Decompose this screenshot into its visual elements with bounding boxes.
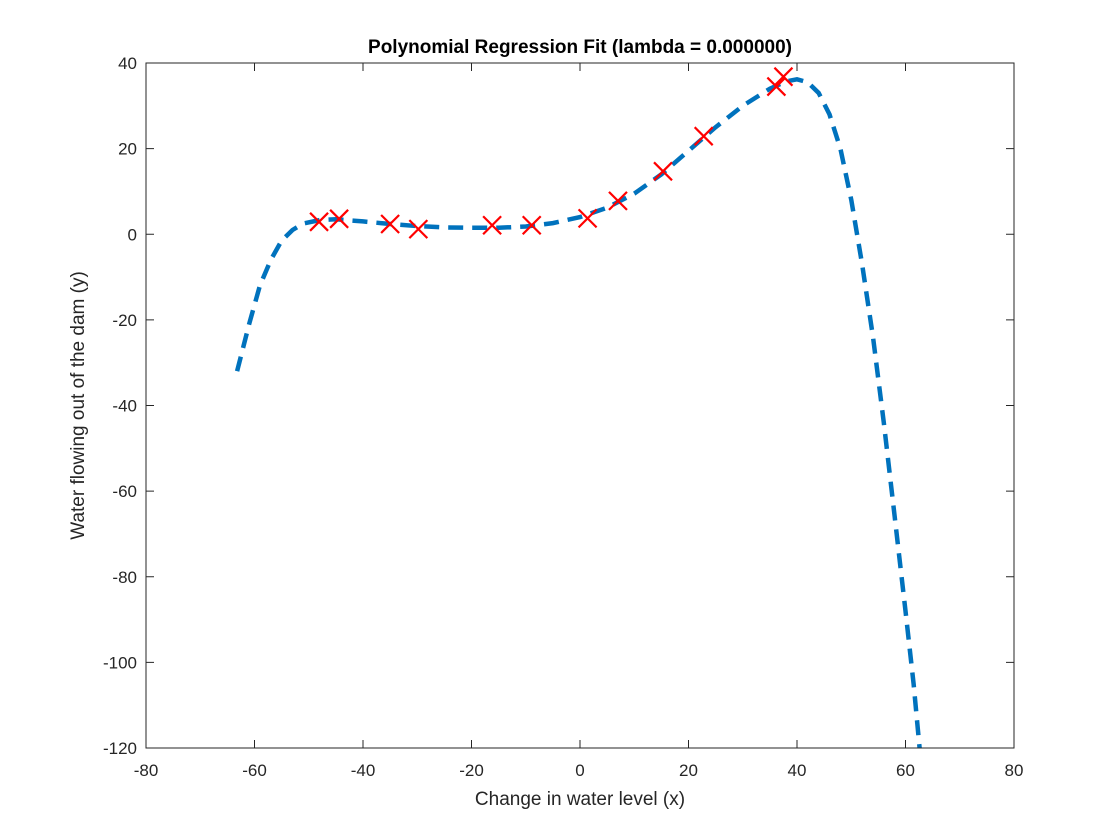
data-point-marker (380, 214, 400, 234)
data-point-marker (766, 76, 787, 97)
x-axis-label: Change in water level (x) (475, 789, 685, 810)
fit-line (234, 76, 922, 749)
data-point-marker (693, 126, 714, 146)
x-tick-label: 80 (1005, 761, 1024, 780)
y-tick-label: 20 (118, 140, 137, 159)
x-tick-label: 20 (679, 761, 698, 780)
x-tick-label: 0 (575, 761, 584, 780)
ticks-layer: -80 -60 -40 -20 0 20 40 60 80 -120 -100 -80 -60 -40 -2… (103, 54, 1023, 780)
data-point-stroke (693, 126, 714, 146)
y-tick-label: -40 (112, 397, 137, 416)
data-point-marker (608, 191, 628, 211)
data-point-stroke (408, 219, 429, 239)
y-tick-label: -80 (112, 568, 137, 587)
y-tick-label: -60 (112, 482, 137, 501)
y-tick-label: 40 (118, 54, 137, 73)
data-point-stroke (773, 66, 794, 87)
data-points-layer (309, 66, 794, 239)
x-tick-label: -20 (459, 761, 484, 780)
data-point-stroke (577, 208, 598, 229)
x-tick-label: 40 (788, 761, 807, 780)
x-tick-label: -80 (134, 761, 159, 780)
data-point-stroke (482, 215, 502, 236)
data-point-stroke (608, 191, 628, 211)
data-point-marker (309, 212, 329, 232)
data-point-stroke (766, 76, 787, 97)
y-tick-label: 0 (128, 225, 137, 244)
data-point-marker (329, 209, 349, 229)
y-axis-label: Water flowing out of the dam (y) (68, 271, 89, 540)
data-point-marker (773, 66, 794, 87)
data-point-stroke (309, 212, 329, 232)
x-tick-label: 60 (896, 761, 915, 780)
y-tick-label: -100 (103, 653, 137, 672)
x-tick-label: -40 (351, 761, 376, 780)
data-point-marker (521, 215, 542, 236)
data-point-stroke (380, 214, 400, 234)
data-point-stroke (521, 215, 542, 236)
y-tick-label: -20 (112, 311, 137, 330)
axes-box (145, 62, 1015, 749)
data-point-stroke (653, 161, 673, 182)
fit-line-layer (234, 76, 922, 749)
x-tick-label: -60 (242, 761, 267, 780)
plot-area (146, 63, 1014, 748)
data-point-marker (482, 215, 502, 236)
data-point-marker (408, 219, 429, 239)
y-tick-label: -120 (103, 739, 137, 758)
data-point-marker (577, 208, 598, 229)
data-point-marker (653, 161, 673, 182)
data-point-stroke (329, 209, 349, 229)
chart-title: Polynomial Regression Fit (lambda = 0.00… (368, 37, 792, 58)
